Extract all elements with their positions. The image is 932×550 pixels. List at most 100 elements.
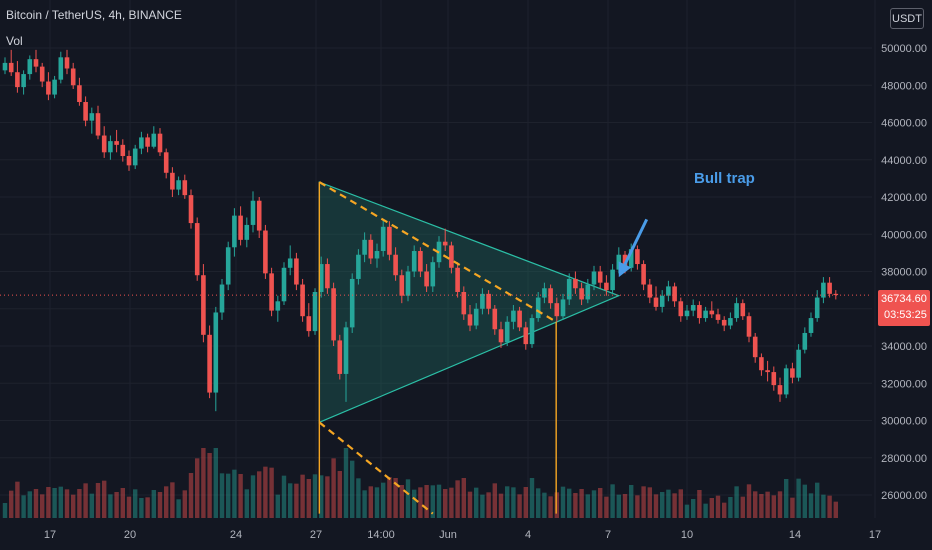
candle-body: [783, 368, 789, 395]
volume-bar: [33, 489, 39, 518]
candle-body: [157, 133, 163, 153]
volume-bar: [244, 489, 249, 518]
candle-body: [70, 68, 76, 86]
candle-body: [232, 215, 237, 248]
candle-body: [808, 318, 814, 333]
candle-body: [256, 200, 262, 231]
volume-bar: [188, 473, 194, 518]
candle-body: [89, 113, 95, 121]
y-tick-label: 38000.00: [881, 267, 927, 279]
volume-bar: [238, 474, 243, 518]
volume-bar: [585, 494, 590, 518]
volume-bar: [666, 489, 671, 518]
candle-body: [517, 310, 522, 328]
y-tick-label: 26000.00: [881, 490, 927, 502]
volume-bar: [591, 490, 597, 518]
volume-bar: [250, 475, 256, 518]
candle-body: [213, 312, 219, 393]
volume-bar: [740, 496, 745, 518]
symbol-title[interactable]: Bitcoin / TetherUS, 4h, BINANCE: [6, 8, 182, 22]
volume-bar: [52, 488, 57, 518]
y-tick-label: 48000.00: [881, 80, 927, 92]
volume-bar: [40, 494, 45, 518]
volume-bar: [95, 483, 101, 518]
candle-body: [151, 133, 157, 147]
x-axis[interactable]: 17 20 24 27 14:00 Jun 4 7 10 14 17: [44, 529, 881, 541]
volume-bar: [213, 448, 218, 518]
x-tick-label: 27: [310, 529, 322, 541]
candle-body: [659, 295, 665, 307]
dashed-trendline: [318, 181, 557, 323]
volume-bar: [300, 474, 305, 518]
volume-bar: [405, 479, 411, 518]
candle-body: [554, 303, 560, 317]
volume-bar: [660, 492, 665, 518]
grid-lines: [0, 0, 876, 518]
overlay-lines: [318, 181, 649, 515]
candle-body: [442, 241, 448, 246]
volume-bar: [77, 489, 82, 518]
candle-body: [597, 271, 603, 283]
x-tick-label: 4: [525, 529, 531, 541]
candle-body: [467, 314, 473, 326]
candle-body: [380, 226, 386, 252]
volume-bar: [374, 487, 380, 518]
volume-bar: [474, 487, 479, 518]
x-tick-label: 7: [605, 529, 611, 541]
volume-bar: [294, 483, 299, 518]
volume-bar: [684, 504, 690, 518]
volume-bar: [579, 489, 584, 518]
candle-body: [492, 308, 498, 330]
volume-bar: [263, 466, 268, 518]
candle-body: [194, 223, 200, 276]
candle-body: [746, 316, 752, 337]
volume-bar: [790, 497, 795, 518]
candle-body: [740, 303, 746, 317]
volume-bar: [635, 495, 640, 518]
candle-body: [219, 284, 225, 313]
candle-body: [765, 370, 770, 373]
y-tick-label: 44000.00: [881, 155, 927, 167]
candle-body: [647, 284, 653, 298]
volume-bar: [734, 486, 739, 518]
candle-body: [182, 180, 188, 196]
volume-bar: [691, 499, 696, 518]
volume-indicator-label[interactable]: Vol: [6, 34, 23, 48]
volume-bar: [83, 483, 88, 518]
volume-bar: [753, 491, 758, 518]
candle-body: [39, 66, 45, 82]
volume-bar: [443, 489, 448, 518]
volume-bar: [412, 489, 417, 518]
volume-bar: [120, 488, 125, 518]
candle-body: [529, 318, 535, 345]
candle-body: [560, 299, 566, 317]
candle-body: [535, 297, 541, 319]
volume-bar: [102, 480, 107, 518]
volume-bar: [387, 477, 392, 518]
volume-bar: [449, 487, 454, 518]
candle-body: [690, 305, 696, 311]
x-tick-label: 10: [681, 529, 693, 541]
candle-body: [802, 332, 808, 350]
x-tick-label: 24: [230, 529, 242, 541]
candle-body: [542, 288, 547, 298]
candle-body: [628, 249, 634, 268]
candle-body: [511, 310, 516, 322]
candle-body: [287, 258, 293, 268]
volume-bar: [815, 482, 820, 518]
candle-body: [759, 357, 764, 371]
volume-bar: [58, 486, 63, 518]
volume-bar: [362, 490, 367, 518]
volume-bar: [622, 494, 628, 518]
volume-bar: [46, 487, 51, 518]
volume-bar: [2, 503, 8, 518]
currency-badge[interactable]: USDT: [890, 8, 924, 29]
candle-body: [504, 321, 510, 343]
volume-bar: [219, 473, 225, 518]
candle-body: [393, 254, 398, 276]
candle-body: [728, 318, 733, 326]
volume-bar: [536, 488, 541, 518]
x-tick-label: 17: [44, 529, 56, 541]
candle-body: [523, 327, 529, 345]
